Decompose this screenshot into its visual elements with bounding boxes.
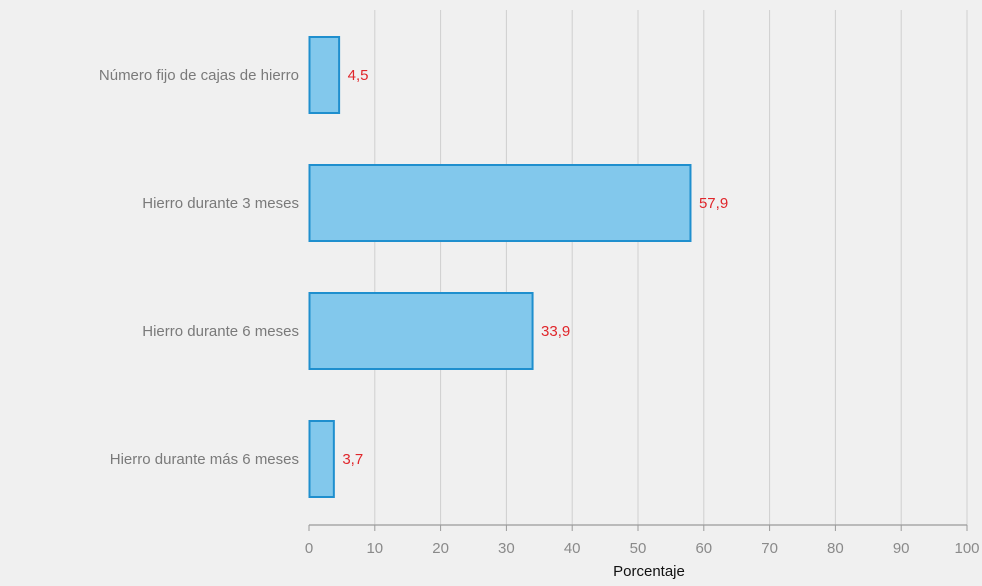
- x-tick-label: 10: [366, 540, 383, 557]
- category-label: Hierro durante 6 meses: [142, 323, 299, 340]
- value-labels: 4,5 57,9 33,9 3,7: [342, 67, 728, 468]
- bar: [308, 164, 692, 242]
- x-tick-label: 40: [564, 540, 581, 557]
- bars: [308, 36, 692, 498]
- category-labels: Número fijo de cajas de hierro Hierro dur…: [99, 67, 299, 468]
- x-tick-label: 0: [305, 540, 313, 557]
- x-tick-label: 90: [893, 540, 910, 557]
- category-label: Hierro durante más 6 meses: [110, 451, 299, 468]
- category-label: Número fijo de cajas de hierro: [99, 67, 299, 84]
- bar: [308, 420, 335, 498]
- bar: [308, 292, 534, 370]
- x-axis-ticks: 0 10 20 30 40 50 60 70 80 90 100: [305, 525, 980, 557]
- x-tick-label: 80: [827, 540, 844, 557]
- x-axis-title: Porcentaje: [613, 563, 685, 580]
- x-tick-label: 70: [761, 540, 778, 557]
- x-tick-label: 20: [432, 540, 449, 557]
- x-tick-label: 60: [695, 540, 712, 557]
- category-label: Hierro durante 3 meses: [142, 195, 299, 212]
- x-tick-label: 50: [630, 540, 647, 557]
- x-tick-label: 30: [498, 540, 515, 557]
- value-label: 3,7: [342, 451, 363, 468]
- value-label: 33,9: [541, 323, 570, 340]
- bar: [308, 36, 341, 114]
- x-tick-label: 100: [954, 540, 979, 557]
- value-label: 57,9: [699, 195, 728, 212]
- value-label: 4,5: [348, 67, 369, 84]
- gridlines: [374, 10, 968, 525]
